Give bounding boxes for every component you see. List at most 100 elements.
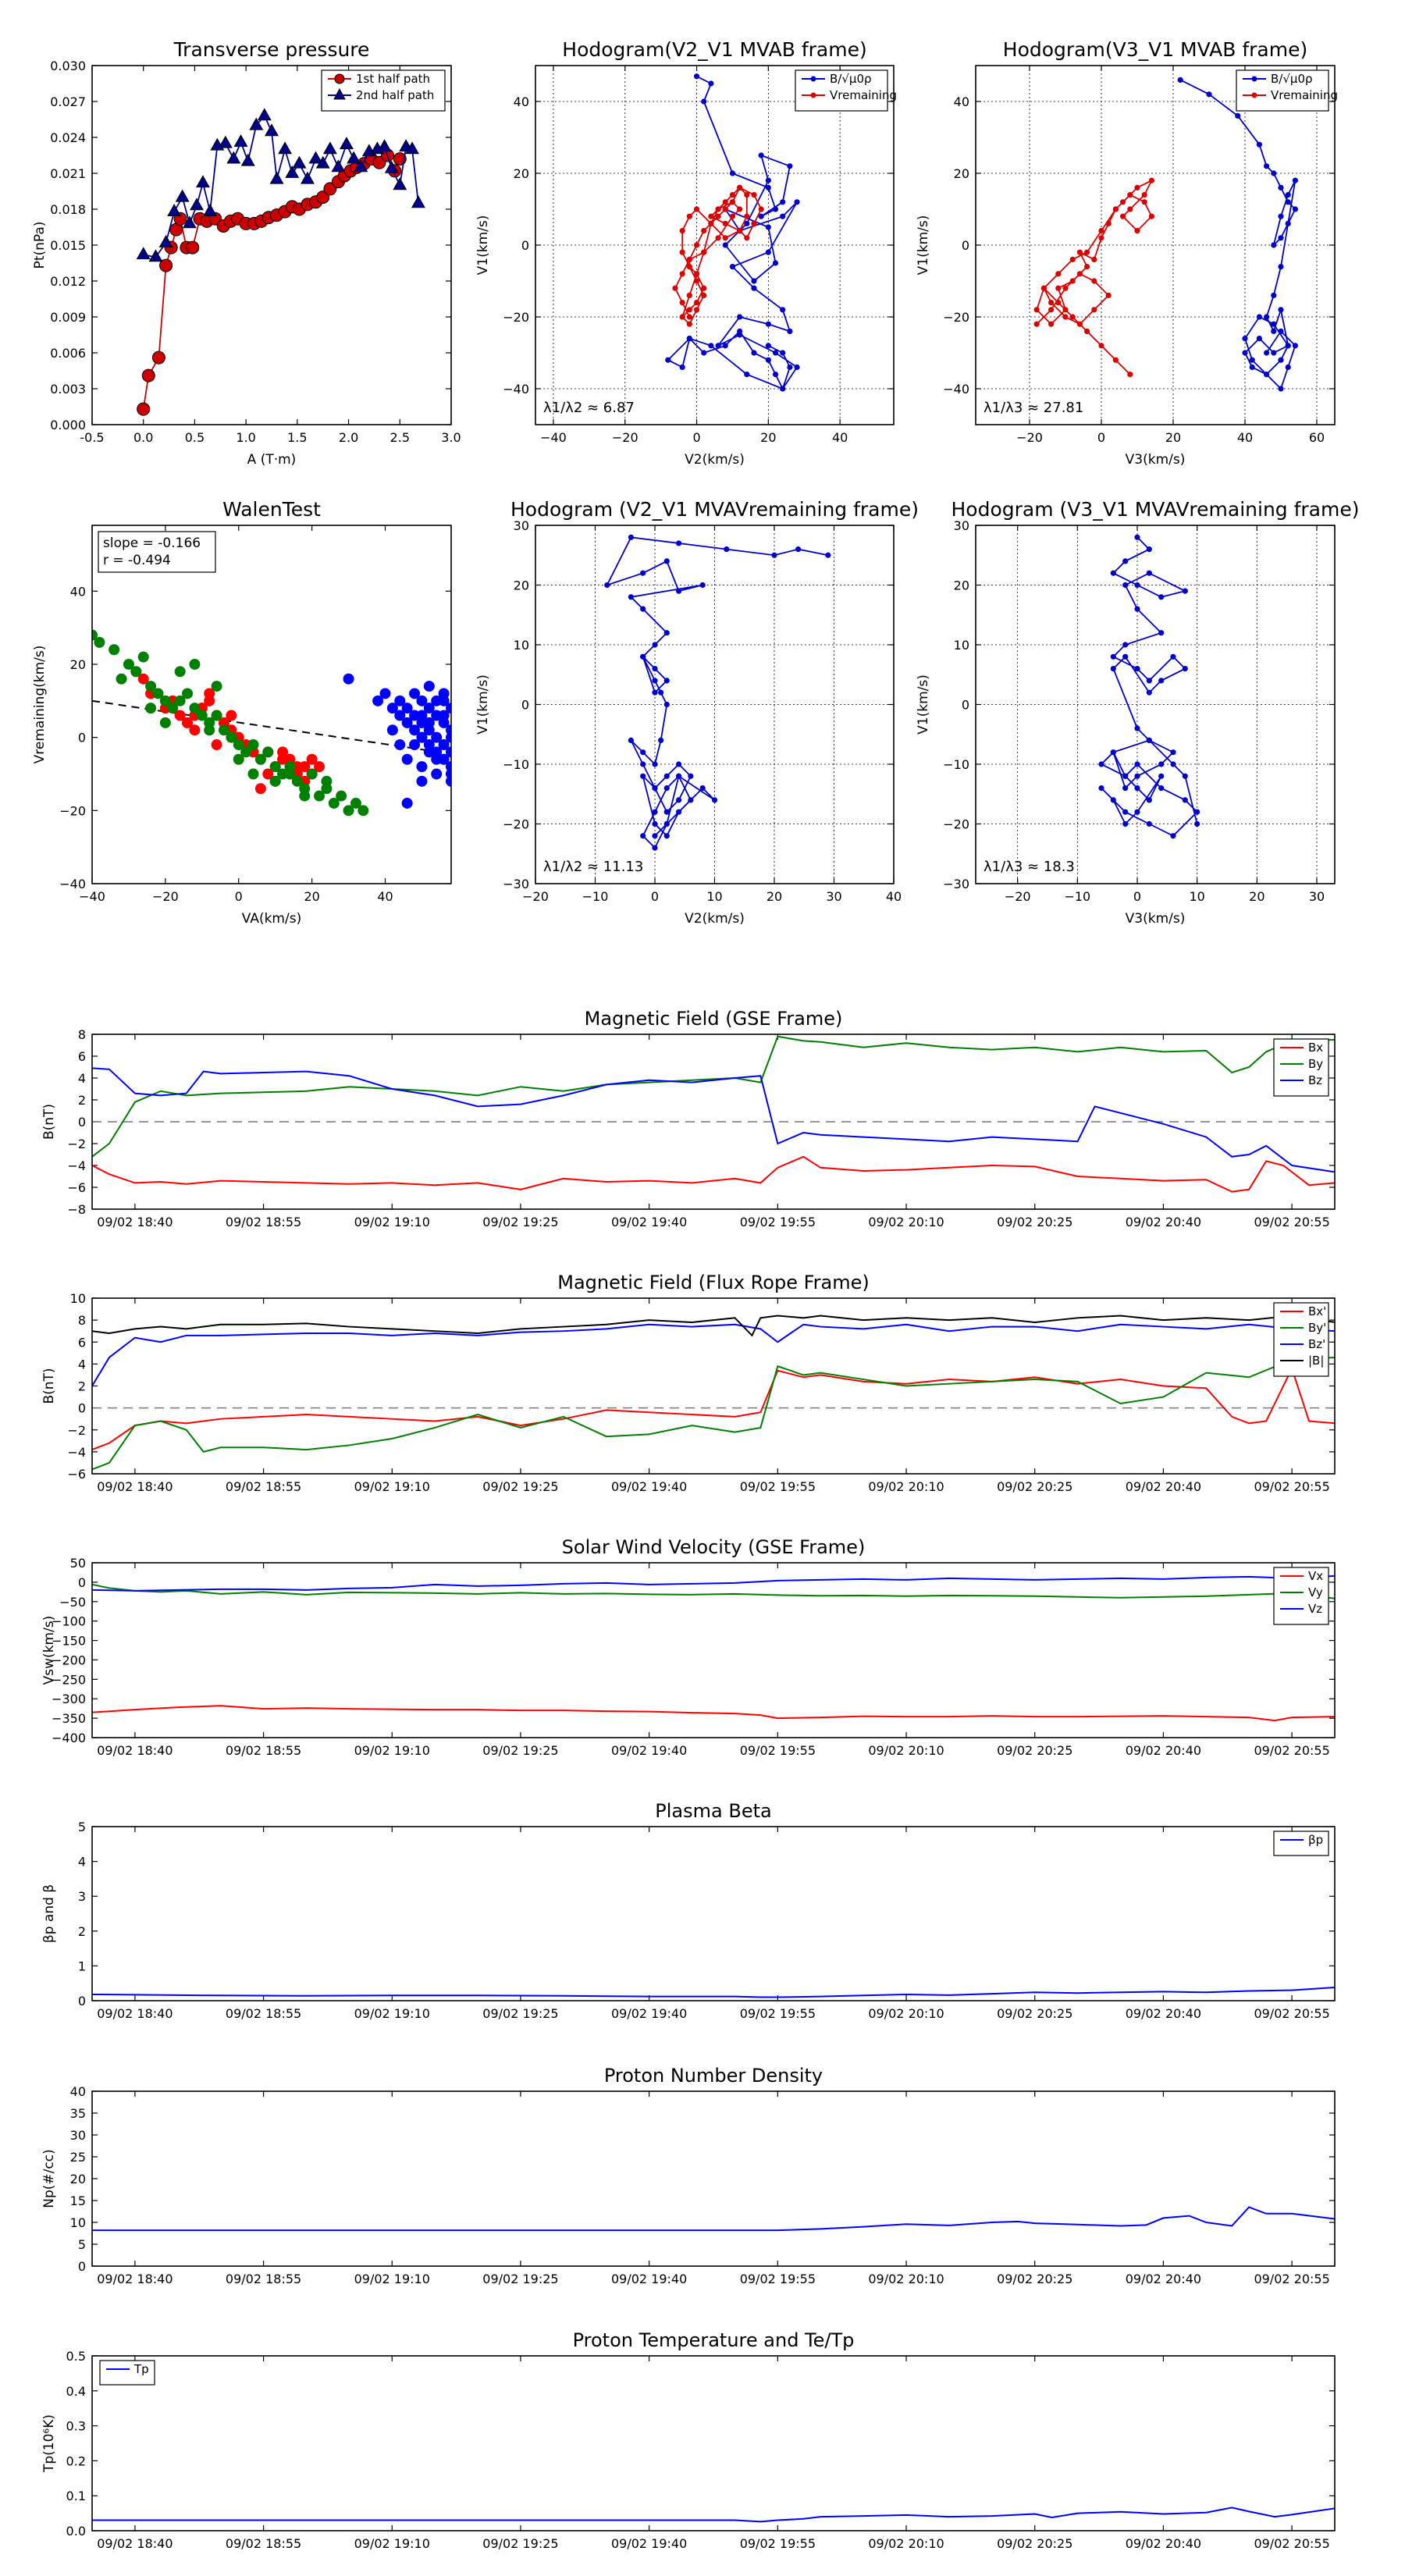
x-tick-label: 09/02 18:55	[226, 2536, 301, 2551]
y-tick-label: −6	[67, 1467, 86, 1482]
data-marker	[708, 80, 714, 87]
data-marker	[1256, 314, 1262, 320]
series-line	[667, 75, 799, 391]
x-tick-label: 20	[304, 889, 319, 904]
series-vremaining	[1033, 177, 1154, 378]
data-marker	[724, 546, 730, 553]
x-tick-label: 09/02 20:55	[1254, 2536, 1329, 2551]
eigenvalue-ratio: λ1/λ2 ≈ 6.87	[543, 400, 635, 416]
data-marker	[765, 357, 771, 363]
scatter-point	[299, 761, 311, 773]
y-tick-label: 30	[954, 518, 969, 533]
y-tick-label: −10	[943, 757, 969, 772]
data-marker	[167, 204, 182, 216]
data-marker	[1062, 285, 1069, 291]
x-tick-label: 09/02 20:40	[1126, 2272, 1201, 2286]
y-tick-label: −2	[67, 1137, 86, 1151]
data-marker	[411, 195, 425, 208]
data-marker	[688, 773, 694, 779]
data-marker	[1158, 678, 1165, 684]
y-tick-label: 6	[78, 1049, 86, 1064]
scatter-point	[247, 739, 259, 751]
y-tick-label: 0.003	[50, 382, 86, 397]
chart-hodogram-v2-v1-mvav: Hodogram (V2_V1 MVAVremaining frame) V2(k…	[475, 498, 919, 927]
x-tick-label: −20	[612, 430, 638, 445]
data-marker	[1148, 177, 1154, 183]
data-marker	[652, 666, 658, 672]
y-tick-label: 50	[70, 1556, 86, 1571]
data-marker	[729, 264, 736, 270]
scatter-point	[446, 768, 451, 780]
data-marker	[1055, 300, 1062, 306]
legend-marker	[333, 87, 346, 100]
data-marker	[226, 151, 241, 164]
data-marker	[1127, 206, 1133, 212]
data-marker	[1122, 653, 1129, 660]
data-marker	[1091, 278, 1097, 284]
scatter-point	[409, 739, 421, 751]
scatter-point	[386, 703, 398, 714]
y-tick-label: 40	[954, 94, 969, 109]
scatter-point	[343, 673, 354, 685]
scatter-point	[401, 753, 413, 765]
data-marker	[758, 152, 764, 158]
x-axis-label: V3(km/s)	[1126, 452, 1186, 468]
data-marker	[722, 199, 728, 205]
data-marker	[665, 357, 671, 363]
y-tick-label: 10	[954, 638, 969, 653]
x-tick-label: −10	[582, 889, 609, 904]
x-tick-label: 40	[832, 430, 848, 445]
scatter-point	[182, 688, 194, 699]
data-marker	[663, 785, 670, 792]
legend: B/√μ0ρ Vremaining	[795, 69, 897, 112]
y-tick-label: −150	[52, 1634, 86, 1649]
data-marker	[751, 350, 757, 356]
legend: Vx Vy Vz	[1273, 1567, 1329, 1625]
scatter-point	[409, 688, 421, 699]
x-axis-label: V2(km/s)	[685, 911, 745, 927]
y-tick-label: 30	[70, 2128, 86, 2143]
data-marker	[693, 73, 700, 80]
data-marker	[1256, 336, 1262, 342]
legend-box	[1273, 1302, 1329, 1377]
legend-marker	[810, 92, 816, 98]
y-tick-label: 0	[78, 2259, 86, 2274]
series--b-	[92, 1315, 1335, 1337]
data-marker	[772, 350, 779, 356]
y-tick-label: −250	[52, 1672, 86, 1687]
y-tick-label: 0.0	[66, 2524, 86, 2539]
scatter-point	[291, 775, 303, 787]
x-tick-label: 09/02 19:55	[740, 1743, 816, 1758]
x-tick-label: 09/02 20:25	[997, 2006, 1072, 2021]
data-marker	[787, 163, 793, 169]
data-marker	[278, 141, 293, 155]
data-marker	[640, 773, 646, 779]
scatter-point	[211, 681, 222, 692]
data-marker	[780, 350, 786, 356]
x-tick-label: 09/02 18:55	[226, 2006, 301, 2021]
chart-hodogram-v3-v1-mvab: Hodogram(V3_V1 MVAB frame) V3(km/s) V1(km/…	[916, 38, 1338, 468]
data-marker	[159, 258, 173, 272]
data-marker	[1091, 307, 1097, 313]
y-tick-label: 0	[962, 238, 969, 253]
data-marker	[686, 264, 692, 270]
plot-frame	[91, 525, 452, 884]
data-marker	[1271, 292, 1277, 298]
chart-proton-temperature: Proton Temperature and Te/Tp Tp(10⁶K) 09/0…	[41, 2329, 1336, 2551]
data-marker	[701, 228, 707, 234]
scatter-point	[189, 724, 201, 736]
x-tick-label: −20	[1005, 889, 1031, 904]
series-line	[92, 1583, 1335, 1599]
data-marker	[1033, 307, 1040, 313]
data-marker	[737, 206, 743, 212]
data-marker	[1110, 666, 1116, 672]
legend-box	[1273, 1831, 1329, 1856]
scatter-point	[306, 753, 318, 765]
x-tick-label: 1.5	[287, 430, 307, 445]
x-tick-label: 0.0	[133, 430, 153, 445]
data-marker	[175, 189, 190, 202]
scatter-point	[269, 761, 281, 773]
legend-box	[1236, 69, 1329, 112]
series-tp	[92, 2507, 1335, 2523]
scatter-point	[350, 797, 361, 809]
